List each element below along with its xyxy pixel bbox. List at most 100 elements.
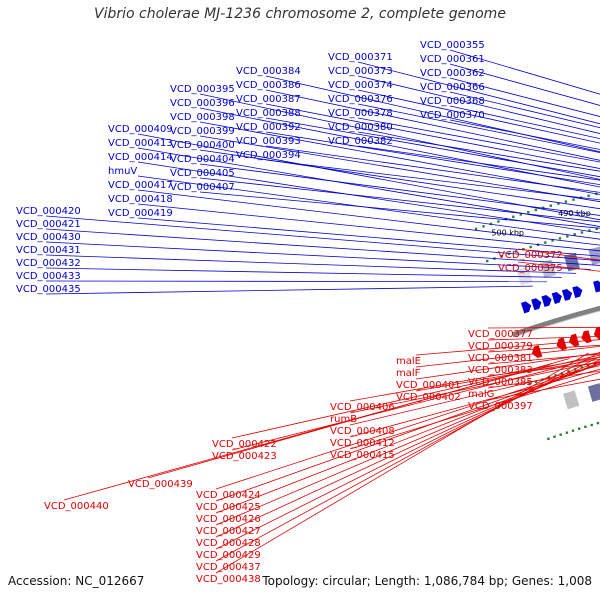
feature-block	[564, 252, 580, 272]
gene-label-forward: VCD_000393	[236, 136, 301, 147]
connector-forward	[137, 203, 600, 252]
gene-label-forward: VCD_000395	[170, 84, 235, 95]
ruler-dot	[573, 233, 576, 236]
ruler-dot	[553, 435, 556, 438]
gene-label-forward: VCD_000433	[16, 271, 81, 282]
gene-label-forward: VCD_000392	[236, 122, 301, 133]
connector-forward	[45, 285, 533, 295]
gene-label-reverse: VCD_000438	[196, 574, 261, 585]
ruler-dot	[534, 208, 537, 212]
connector-forward	[137, 147, 600, 227]
connector-forward	[45, 267, 562, 278]
gene-arrow	[520, 301, 532, 314]
gene-label-forward: VCD_000384	[236, 66, 301, 77]
ruler-dot	[560, 372, 564, 375]
gene-label-forward: VCD_000419	[108, 208, 173, 219]
feature-block-shape	[587, 383, 600, 402]
connector-reverse	[349, 356, 600, 402]
connector-forward	[45, 241, 591, 270]
gene-label-forward: VCD_000431	[16, 245, 81, 256]
gene-label-reverse: VCD_000424	[196, 490, 261, 501]
gene-label-reverse: VCD_000439	[128, 479, 193, 490]
connector-forward	[137, 217, 600, 257]
gene-arrow-shape	[561, 288, 573, 301]
connector-forward	[449, 91, 600, 129]
gene-label-reverse: VCD_000372	[498, 250, 563, 261]
gene-label-forward: VCD_000368	[420, 96, 485, 107]
gene-label-reverse: VCD_000427	[196, 526, 261, 537]
feature-block-shape	[564, 252, 580, 272]
ruler-dot	[559, 433, 562, 436]
feature-block-shape	[563, 390, 580, 410]
gene-label-forward: VCD_000414	[108, 152, 173, 163]
ruler-dot	[497, 220, 500, 223]
connector-forward	[45, 215, 600, 262]
map-title: Vibrio cholerae MJ-1236 chromosome 2, co…	[94, 6, 506, 22]
ruler-dot	[482, 225, 485, 228]
ruler-dot	[544, 241, 547, 244]
gene-label-forward: VCD_000432	[16, 258, 81, 269]
connector-forward	[449, 105, 600, 140]
kbp-label: 490 kbp	[558, 209, 591, 218]
gene-label-reverse: VCD_000402	[396, 392, 461, 403]
connector-reverse	[215, 356, 600, 550]
gene-arrow-shape	[556, 337, 567, 351]
backbone-arc	[511, 305, 600, 338]
feature-block	[587, 383, 600, 402]
ruler-dot	[547, 437, 550, 440]
connector-forward	[357, 103, 600, 154]
gene-label-reverse: VCD_000429	[196, 550, 261, 561]
ruler-dot	[588, 229, 591, 232]
connector-forward	[199, 177, 600, 223]
gene-arrow-shape	[572, 286, 583, 298]
connector-forward	[45, 280, 548, 283]
ruler-dot	[590, 423, 593, 427]
gene-arrow	[541, 294, 552, 307]
gene-label-forward: VCD_000373	[328, 66, 393, 77]
gene-label-forward: VCD_000394	[236, 150, 301, 161]
ruler-dot	[567, 370, 570, 373]
ruler-dot	[514, 250, 518, 253]
connector-forward	[449, 77, 600, 118]
gene-label-forward: VCD_000371	[328, 52, 393, 63]
label-connectors	[45, 49, 600, 574]
gene-label-reverse: VCD_000415	[330, 450, 395, 461]
gene-label-reverse: VCD_000422	[212, 439, 277, 450]
gene-label-forward: VCD_000405	[170, 168, 235, 179]
gene-label-reverse: VCD_000401	[396, 380, 461, 391]
feature-arrows	[516, 246, 600, 410]
gene-label-reverse: malE	[396, 356, 421, 367]
gene-label-forward: VCD_000366	[420, 82, 485, 93]
gene-arrow	[572, 286, 583, 298]
backbone-highlight	[513, 310, 600, 338]
ruler-dot	[500, 255, 503, 258]
connector-reverse	[349, 368, 600, 438]
connector-reverse	[215, 363, 600, 490]
ruler-dot	[593, 362, 596, 365]
gene-arrow	[593, 280, 600, 293]
gene-label-reverse: VCD_000385	[468, 377, 533, 388]
ruler-dot	[571, 429, 575, 432]
connector-forward	[357, 145, 600, 181]
gene-label-reverse: VCD_000379	[468, 341, 533, 352]
connector-reverse	[415, 352, 600, 380]
connector-forward	[199, 107, 600, 188]
connector-forward	[357, 89, 600, 144]
connector-forward	[265, 103, 600, 169]
connector-reverse	[215, 351, 600, 562]
gene-label-reverse: VCD_000406	[330, 402, 395, 413]
connector-forward	[137, 189, 600, 246]
gene-label-reverse: rumB	[330, 414, 357, 425]
gene-label-reverse: VCD_000440	[44, 501, 109, 512]
gene-arrow	[568, 333, 580, 347]
feature-block	[563, 390, 580, 410]
gene-label-forward: VCD_000378	[328, 108, 393, 119]
connector-reverse	[487, 326, 600, 329]
connector-forward	[265, 117, 600, 178]
connector-forward	[357, 131, 600, 172]
gene-label-forward: VCD_000380	[328, 122, 393, 133]
ruler-dot	[519, 213, 522, 216]
connector-reverse	[415, 345, 600, 368]
gene-label-forward: VCD_000421	[16, 219, 81, 230]
